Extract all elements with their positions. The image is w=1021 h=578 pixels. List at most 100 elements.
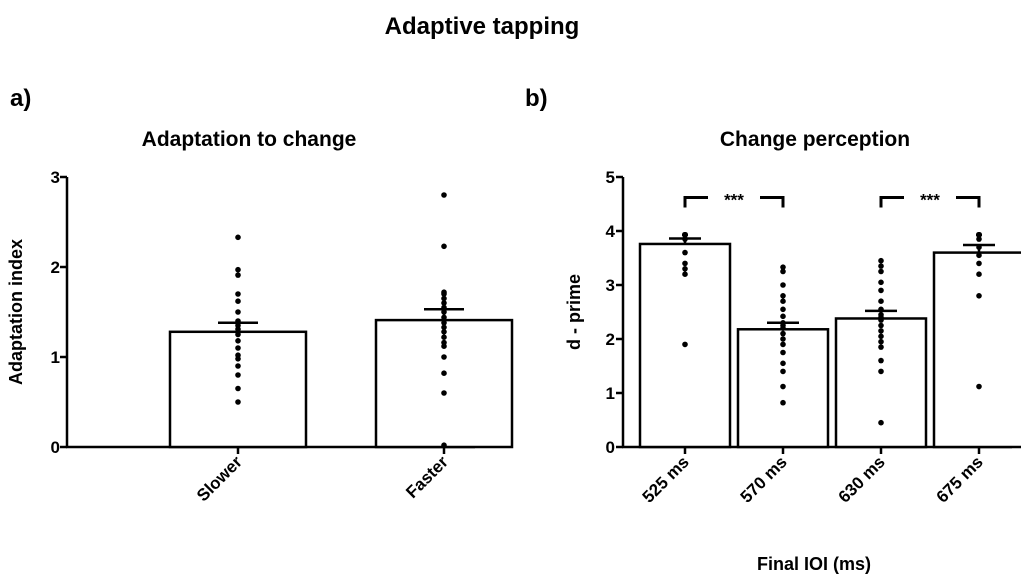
data-point: [780, 399, 786, 406]
data-point: [878, 419, 884, 426]
data-point: [780, 293, 786, 299]
data-point: [235, 356, 241, 362]
x-tick-label: 525 ms: [639, 452, 693, 506]
data-point: [878, 344, 884, 350]
panel-b-plot: 0 1 2 3 4 5 525 ms 570 ms 630 ms 675 ms *** ***: [606, 168, 1021, 507]
x-tick-label: Slower: [193, 452, 246, 505]
data-point: [976, 271, 982, 278]
data-point: [780, 341, 786, 348]
data-point: [235, 309, 241, 315]
figure-title: Adaptive tapping: [385, 13, 580, 40]
data-point: [441, 442, 447, 449]
data-point: [780, 336, 786, 342]
data-point: [780, 349, 786, 356]
data-point: [682, 249, 688, 256]
y-tick-label: 2: [606, 330, 615, 349]
x-tick-label: Faster: [402, 452, 452, 502]
data-point: [235, 272, 241, 278]
data-point: [441, 320, 447, 326]
data-point: [235, 331, 241, 338]
data-point: [235, 234, 241, 241]
data-point: [441, 329, 447, 335]
panel-b-label: b): [525, 85, 548, 112]
data-point: [878, 328, 884, 334]
data-point: [441, 291, 447, 297]
data-point: [976, 293, 982, 299]
data-point: [682, 341, 688, 348]
data-point: [780, 313, 786, 320]
data-point: [976, 252, 982, 259]
data-point: [441, 324, 447, 331]
x-tick-label: 675 ms: [933, 452, 987, 506]
data-point: [878, 333, 884, 340]
significance-label: ***: [920, 191, 940, 210]
data-point: [682, 271, 688, 278]
x-tick-label: 630 ms: [835, 452, 889, 506]
data-point: [780, 264, 786, 270]
y-tick-label: 1: [606, 384, 615, 403]
data-point: [441, 295, 447, 302]
data-point: [441, 354, 447, 360]
data-point: [235, 291, 241, 297]
y-tick-label: 1: [51, 348, 60, 367]
data-point: [780, 330, 786, 337]
y-tick-label: 4: [606, 222, 616, 241]
data-point: [878, 257, 884, 264]
data-point: [976, 236, 982, 242]
data-point: [878, 357, 884, 364]
x-tick-label: 570 ms: [737, 452, 791, 506]
data-point: [441, 343, 447, 350]
significance-bracket-right: [760, 196, 785, 208]
panel-b-ylabel: d - prime: [564, 274, 584, 350]
y-tick-label: 0: [51, 438, 60, 457]
y-tick-label: 2: [51, 258, 60, 277]
significance-label: ***: [724, 191, 744, 210]
data-point: [235, 338, 241, 344]
panel-a-label: a): [10, 85, 31, 112]
panel-a-plot: 0 1 2 3 Slower Faster: [51, 168, 514, 505]
data-point: [441, 314, 447, 321]
data-point: [441, 192, 447, 198]
significance-bracket-right: [956, 196, 981, 208]
data-point: [878, 298, 884, 305]
bar: [932, 251, 1021, 449]
data-point: [780, 325, 786, 332]
data-point: [235, 266, 241, 273]
data-point: [441, 390, 447, 396]
data-point: [878, 306, 884, 313]
data-point: [780, 282, 786, 288]
data-point: [235, 385, 241, 392]
data-point: [878, 268, 884, 275]
data-point: [235, 372, 241, 378]
significance-bracket-left: [683, 196, 708, 208]
data-point: [441, 370, 447, 377]
data-point: [235, 363, 241, 369]
data-point: [780, 383, 786, 390]
data-point: [780, 306, 786, 313]
data-point: [682, 236, 688, 242]
data-point: [976, 244, 982, 250]
y-tick-label: 5: [606, 168, 615, 187]
panel-b-title: Change perception: [720, 128, 910, 151]
data-point: [235, 345, 241, 351]
data-point: [682, 266, 688, 272]
data-point: [235, 318, 241, 324]
data-point: [780, 368, 786, 375]
data-point: [441, 243, 447, 250]
panel-a-title: Adaptation to change: [142, 128, 357, 151]
y-tick-label: 0: [606, 438, 615, 457]
significance-bracket-left: [879, 196, 904, 208]
data-point: [682, 260, 688, 267]
data-point: [976, 383, 982, 390]
data-point: [878, 317, 884, 323]
data-point: [976, 260, 982, 267]
y-tick-label: 3: [51, 168, 60, 187]
data-point: [441, 304, 447, 311]
data-point: [780, 298, 786, 305]
data-point: [235, 399, 241, 405]
y-tick-label: 3: [606, 276, 615, 295]
data-point: [441, 300, 447, 306]
data-point: [780, 360, 786, 367]
data-point: [235, 298, 241, 305]
